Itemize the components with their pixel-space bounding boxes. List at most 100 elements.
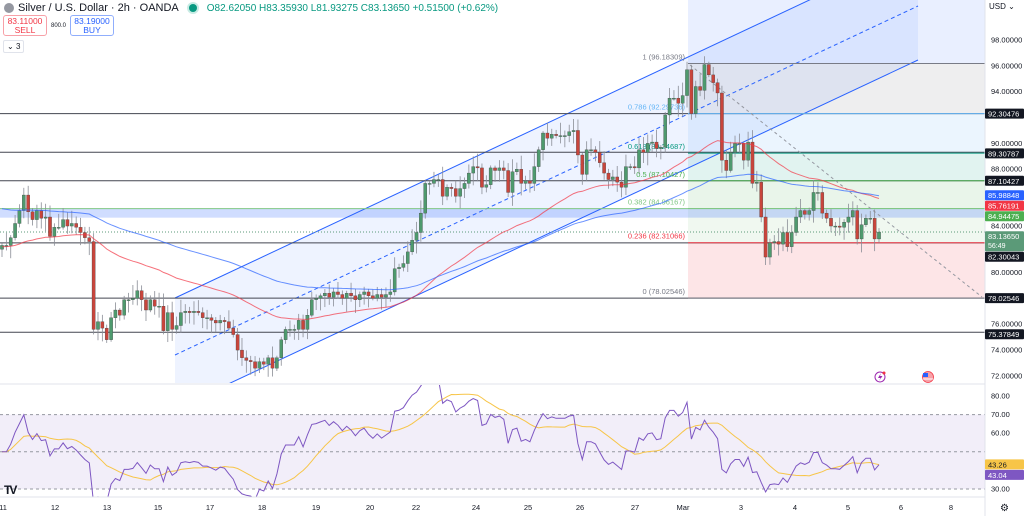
fib-label: 0.786 (92.29736) (628, 103, 686, 112)
candle-body (118, 309, 122, 316)
candle (750, 130, 755, 189)
price-tick-label: 80.00000 (991, 268, 1022, 277)
candle (366, 288, 371, 308)
candle-body (484, 184, 489, 188)
candle-body (91, 241, 96, 330)
candle (432, 171, 436, 188)
candle-body (8, 237, 13, 246)
candle (379, 288, 384, 310)
candle (628, 163, 633, 170)
candle (70, 210, 74, 234)
candle-body (571, 130, 576, 132)
candle (523, 175, 528, 190)
candle (528, 170, 532, 193)
spread-value: 800.0 (51, 22, 67, 29)
candle (292, 324, 297, 340)
candle-body (414, 232, 419, 241)
fib-zone (688, 180, 985, 209)
candle-body (432, 179, 436, 184)
price-label-bg (985, 200, 1024, 211)
price-label-text: 78.02546 (988, 294, 1019, 303)
candle-body (724, 160, 729, 171)
candle-body (720, 92, 724, 161)
candle (257, 357, 262, 374)
candle (183, 304, 188, 324)
candle (545, 122, 550, 146)
candle-body (593, 149, 598, 153)
candle (646, 134, 650, 166)
candle-body (318, 295, 323, 299)
candle-body (576, 130, 580, 156)
candle-body (859, 224, 864, 240)
indicators-toggle[interactable]: ⌄ 3 (3, 40, 25, 53)
candle-body (567, 131, 571, 136)
candle-body (794, 216, 798, 233)
candle (589, 138, 593, 156)
candle (39, 202, 44, 229)
price-label-bg (985, 293, 1024, 304)
candle (22, 187, 26, 219)
time-tick-label: 19 (312, 503, 320, 512)
candle-body (611, 176, 615, 180)
candle (4, 232, 9, 251)
sell-price: 83.11000 (7, 16, 43, 26)
candle (353, 288, 358, 313)
candle-body (187, 311, 192, 313)
time-tick-label: 8 (949, 503, 953, 512)
candle-body (663, 114, 667, 148)
time-tick-label: 27 (631, 503, 639, 512)
lightning-icon[interactable] (874, 371, 886, 383)
candle-body (196, 311, 201, 313)
candle (209, 314, 214, 334)
rsi-label-text: 43.04 (988, 471, 1007, 480)
candle (541, 131, 545, 161)
candle (811, 179, 816, 223)
candle-body (17, 210, 22, 224)
candle (340, 290, 345, 305)
buy-button[interactable]: 83.19000 BUY (70, 15, 115, 36)
price-label-bg (985, 175, 1024, 186)
candle (419, 200, 423, 242)
time-tick-label: 4 (793, 503, 797, 512)
candle (580, 152, 585, 185)
candle-body (70, 223, 74, 227)
candle (462, 177, 467, 198)
candle (484, 175, 489, 193)
candle-body (545, 132, 550, 139)
settings-icon[interactable]: ⚙ (1000, 503, 1009, 514)
time-tick-label: 26 (576, 503, 584, 512)
rsi-tick-label: 80.00 (991, 392, 1010, 401)
candle-body (541, 132, 545, 150)
candle (493, 165, 497, 182)
candle (248, 355, 253, 375)
channel-upper-line (174, 0, 811, 299)
candle-body (26, 194, 30, 212)
candle-body (689, 69, 694, 114)
candle (0, 243, 4, 257)
tradingview-logo[interactable]: TV (4, 483, 17, 497)
price-pane: 1 (96.18309)0.786 (92.29736)0.618 (89.24… (0, 0, 985, 383)
candle (685, 61, 689, 108)
candle (803, 208, 807, 220)
currency-selector[interactable]: USD ⌄ (989, 2, 1015, 11)
time-tick-label: 12 (51, 503, 59, 512)
candle-body (323, 293, 327, 296)
candle-body (707, 64, 711, 76)
candle-body (715, 82, 720, 94)
candle (454, 180, 458, 203)
rsi-ma-line (2, 393, 880, 486)
symbol-title[interactable]: Silver / U.S. Dollar · 2h · OANDA (18, 2, 179, 14)
sell-button[interactable]: 83.11000 SELL (3, 15, 47, 36)
candle (789, 225, 794, 254)
fib-label: 0.382 (84.96167) (628, 197, 686, 206)
candle (728, 141, 733, 173)
candle (598, 141, 602, 168)
us-flag-icon[interactable] (922, 371, 934, 383)
candle (576, 119, 580, 164)
candle (440, 166, 445, 206)
rsi-tick-label: 30.00 (991, 485, 1010, 494)
trade-buttons: 83.11000 SELL 800.0 83.19000 BUY (3, 15, 115, 36)
fib-zone (688, 153, 985, 181)
candle (231, 319, 235, 338)
